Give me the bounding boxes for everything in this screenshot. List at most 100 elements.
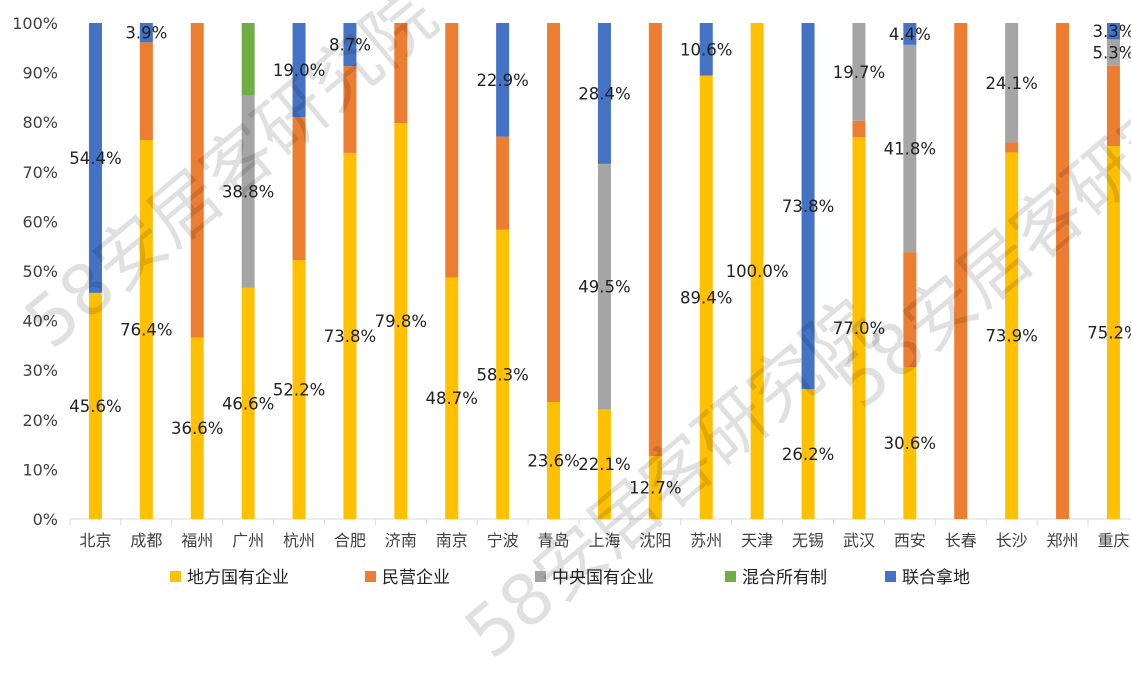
legend-label: 混合所有制 xyxy=(742,568,827,588)
data-label: 58.3% xyxy=(476,365,528,384)
data-label: 19.0% xyxy=(273,61,325,80)
data-label: 77.0% xyxy=(833,319,885,338)
y-tick-label: 70% xyxy=(22,163,58,182)
bar-segment xyxy=(801,23,815,390)
data-label: 73.8% xyxy=(782,197,834,216)
x-tick-label: 西安 xyxy=(894,531,926,550)
bar-segment xyxy=(139,23,153,43)
bar-segment xyxy=(1005,23,1019,143)
data-label: 48.7% xyxy=(426,389,478,408)
y-tick-label: 90% xyxy=(22,64,58,83)
x-tick-label: 杭州 xyxy=(283,531,315,550)
bar-segment xyxy=(292,260,306,519)
data-label: 26.2% xyxy=(782,445,834,464)
data-label: 100.0% xyxy=(726,262,789,281)
bar-segment xyxy=(699,75,713,520)
legend-swatch xyxy=(170,571,181,582)
x-tick-label: 济南 xyxy=(385,531,417,550)
data-label: 36.6% xyxy=(171,419,223,438)
data-label: 24.1% xyxy=(985,74,1037,93)
data-label: 73.8% xyxy=(324,327,376,346)
legend-swatch xyxy=(725,571,736,582)
bar-segment xyxy=(1106,39,1120,66)
legend: 地方国有企业 民营企业 中央国有企业 混合所有制 联合拿地 xyxy=(170,567,970,588)
data-label: 12.7% xyxy=(629,479,681,498)
y-tick-label: 100% xyxy=(12,14,58,33)
x-tick-label: 上海 xyxy=(588,531,620,550)
data-label: 38.8% xyxy=(222,183,274,202)
x-tick-label: 福州 xyxy=(181,531,213,550)
bar-segment xyxy=(954,23,968,519)
bar-segment xyxy=(903,44,917,253)
bar-segment xyxy=(190,337,204,519)
legend-label: 联合拿地 xyxy=(902,567,970,588)
bar-segment xyxy=(343,66,357,153)
bar-segment xyxy=(1106,146,1120,519)
data-label: 41.8% xyxy=(884,139,936,158)
x-tick-label: 青岛 xyxy=(538,531,570,550)
data-label: 3.3% xyxy=(1092,22,1131,41)
bar-segment xyxy=(903,367,917,519)
data-label: 22.1% xyxy=(578,455,630,474)
bar-segment xyxy=(496,136,510,230)
bar-segment xyxy=(241,287,255,519)
bar-segment xyxy=(648,456,662,519)
bar-segment xyxy=(597,409,611,519)
bar-segment xyxy=(1005,152,1019,519)
bars-layer xyxy=(88,23,1120,520)
data-label: 75.2% xyxy=(1087,324,1131,343)
bar-segment xyxy=(190,23,204,338)
bar-segment xyxy=(801,389,815,519)
bar-segment xyxy=(699,23,713,76)
x-tick-label: 广州 xyxy=(232,531,264,550)
y-tick-label: 30% xyxy=(22,361,58,380)
bar-segment xyxy=(1005,142,1019,153)
bar-segment xyxy=(343,23,357,67)
bar-segment xyxy=(394,23,408,124)
bar-segment xyxy=(241,23,255,96)
data-label: 49.5% xyxy=(578,278,630,297)
data-label: 23.6% xyxy=(527,451,579,470)
legend-label: 民营企业 xyxy=(382,568,450,588)
bar-segment xyxy=(445,23,459,278)
legend-label: 地方国有企业 xyxy=(187,568,289,588)
bar-segment xyxy=(88,292,102,519)
bar-segment xyxy=(343,152,357,519)
bar-segment xyxy=(139,42,153,141)
data-label: 89.4% xyxy=(680,288,732,307)
x-tick-label: 北京 xyxy=(79,531,111,550)
bar-segment xyxy=(750,23,764,519)
bar-segment xyxy=(496,229,510,519)
x-tick-label: 天津 xyxy=(741,531,773,550)
legend-swatch xyxy=(535,571,546,582)
data-label: 54.4% xyxy=(69,149,121,168)
y-tick-label: 60% xyxy=(22,212,58,231)
bar-segment xyxy=(1056,23,1070,519)
x-tick-label: 成都 xyxy=(130,531,162,550)
data-label: 4.4% xyxy=(889,25,931,44)
x-tick-label: 武汉 xyxy=(843,531,875,550)
bar-segment xyxy=(139,140,153,519)
x-tick-label: 重庆 xyxy=(1097,531,1129,550)
stacked-bar-chart: 0% 10% 20% 30% 40% 50% 60% 70% 80% 90% 100% 北京 成都 福州… xyxy=(12,14,1131,588)
bar-segment xyxy=(903,23,917,45)
bar-segment xyxy=(88,23,102,293)
x-axis: 北京 成都 福州 广州 杭州 合肥 济南 南京 宁波 青岛 上海 沈阳 苏州 天津 无锡 武汉 西安 长春 长沙 郑州… xyxy=(69,518,1131,550)
data-label: 3.9% xyxy=(125,24,167,43)
data-label: 45.6% xyxy=(69,397,121,416)
y-axis: 0% 10% 20% 30% 40% 50% 60% 70% 80% 90% 100% xyxy=(12,14,58,529)
data-label: 10.6% xyxy=(680,40,732,59)
data-label: 5.3% xyxy=(1092,44,1131,63)
x-tick-label: 苏州 xyxy=(690,531,722,550)
data-label: 22.9% xyxy=(476,71,528,90)
data-label: 73.9% xyxy=(985,327,1037,346)
data-label: 46.6% xyxy=(222,394,274,413)
bar-segment xyxy=(292,23,306,118)
x-tick-label: 合肥 xyxy=(334,531,366,550)
data-label: 76.4% xyxy=(120,321,172,340)
y-tick-label: 80% xyxy=(22,113,58,132)
bar-segment xyxy=(852,137,866,519)
y-tick-label: 10% xyxy=(22,460,58,479)
bar-segment xyxy=(394,123,408,519)
bar-segment xyxy=(597,23,611,164)
